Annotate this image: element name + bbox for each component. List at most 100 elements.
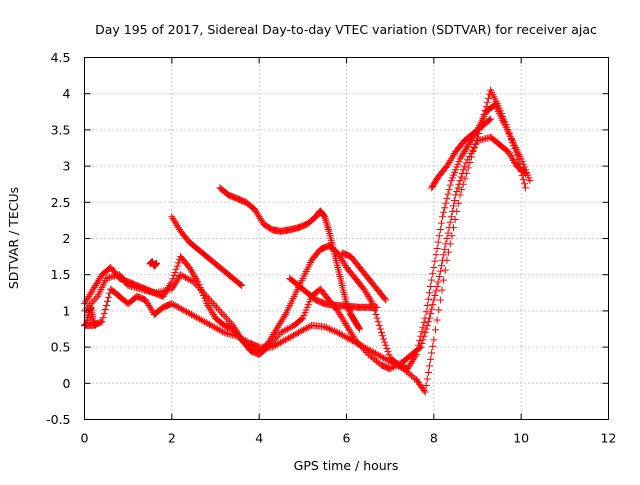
data-point-marker [441, 204, 449, 212]
data-point-marker [433, 282, 441, 290]
series-track-d [168, 213, 246, 290]
data-point-marker [405, 363, 413, 371]
data-point-marker [238, 335, 246, 343]
data-point-marker [206, 296, 214, 304]
data-point-marker [440, 251, 448, 259]
data-point-marker [451, 196, 459, 204]
data-point-marker [306, 322, 314, 330]
data-point-marker [456, 155, 464, 163]
data-point-marker [280, 327, 288, 335]
data-point-marker [356, 325, 364, 333]
data-point-marker [355, 323, 363, 331]
data-point-marker [345, 325, 353, 333]
data-point-marker [251, 206, 259, 214]
data-point-marker [177, 271, 185, 279]
data-point-marker [441, 266, 449, 274]
data-point-marker [214, 325, 222, 333]
data-point-marker [443, 256, 451, 264]
data-point-marker [373, 314, 381, 322]
data-point-marker [378, 353, 386, 361]
data-point-marker [207, 307, 215, 315]
data-point-marker [184, 309, 192, 317]
data-point-marker [224, 316, 232, 324]
y-tick-label: 1.5 [51, 267, 71, 282]
data-point-marker [161, 289, 169, 297]
data-point-marker [419, 336, 427, 344]
data-point-marker [458, 151, 466, 159]
data-point-marker [449, 224, 457, 232]
data-point-marker [105, 293, 113, 301]
series-track-e [216, 184, 364, 333]
data-point-marker [469, 148, 477, 156]
data-point-marker [186, 310, 194, 318]
data-point-marker [205, 320, 213, 328]
data-point-marker [285, 324, 293, 332]
data-point-marker [421, 388, 429, 396]
data-point-marker [269, 330, 277, 338]
data-point-marker [374, 318, 382, 326]
data-point-marker [192, 274, 200, 282]
data-point-marker [276, 339, 284, 347]
data-point-marker [435, 306, 443, 314]
data-point-marker [443, 195, 451, 203]
data-point-marker [91, 321, 99, 329]
data-point-marker [281, 336, 289, 344]
data-point-marker [389, 359, 397, 367]
data-point-marker [463, 144, 471, 152]
x-tick-label: 12 [601, 431, 617, 446]
data-point-marker [471, 140, 479, 148]
data-point-marker [511, 145, 519, 153]
data-point-marker [370, 349, 378, 357]
data-point-marker [267, 334, 275, 342]
data-point-marker [324, 225, 332, 233]
data-point-marker [482, 102, 490, 110]
data-point-marker [293, 330, 301, 338]
data-point-marker [335, 330, 343, 338]
data-point-marker [275, 321, 283, 329]
y-tick-label: 4 [63, 86, 71, 101]
data-point-marker [422, 381, 430, 389]
data-point-marker [272, 327, 280, 335]
data-point-marker [101, 306, 109, 314]
data-point-marker [353, 339, 361, 347]
data-point-marker [427, 355, 435, 363]
data-point-marker [444, 160, 452, 168]
data-point-marker [181, 273, 189, 281]
data-point-marker [211, 301, 219, 309]
data-point-marker [438, 286, 446, 294]
data-point-marker [437, 262, 445, 270]
data-point-marker [419, 323, 427, 331]
data-point-marker [208, 309, 216, 317]
data-point-marker [288, 332, 296, 340]
data-point-marker [346, 327, 354, 335]
data-point-marker [183, 308, 191, 316]
data-point-marker [209, 300, 217, 308]
x-tick-label: 4 [255, 431, 263, 446]
data-point-marker [227, 320, 235, 328]
data-point-marker [348, 330, 356, 338]
data-point-marker [347, 329, 355, 337]
data-point-marker [92, 294, 100, 302]
data-point-marker [270, 329, 278, 337]
data-point-marker [375, 321, 383, 329]
data-point-marker [322, 216, 330, 224]
data-point-marker [274, 323, 282, 331]
data-point-marker [434, 278, 442, 286]
y-tick-label: 0.5 [51, 340, 71, 355]
data-point-marker [424, 295, 432, 303]
data-point-marker [427, 310, 435, 318]
data-point-marker [444, 229, 452, 237]
data-point-marker [428, 349, 436, 357]
data-point-marker [275, 339, 283, 347]
data-point-marker [461, 175, 469, 183]
data-point-marker [215, 326, 223, 334]
data-point-marker [176, 304, 184, 312]
data-point-marker [270, 342, 278, 350]
data-point-marker [342, 333, 350, 341]
data-point-marker [514, 155, 522, 163]
data-point-marker [340, 332, 348, 340]
data-point-marker [301, 325, 309, 333]
data-point-marker [174, 224, 182, 232]
data-point-marker [168, 213, 176, 221]
